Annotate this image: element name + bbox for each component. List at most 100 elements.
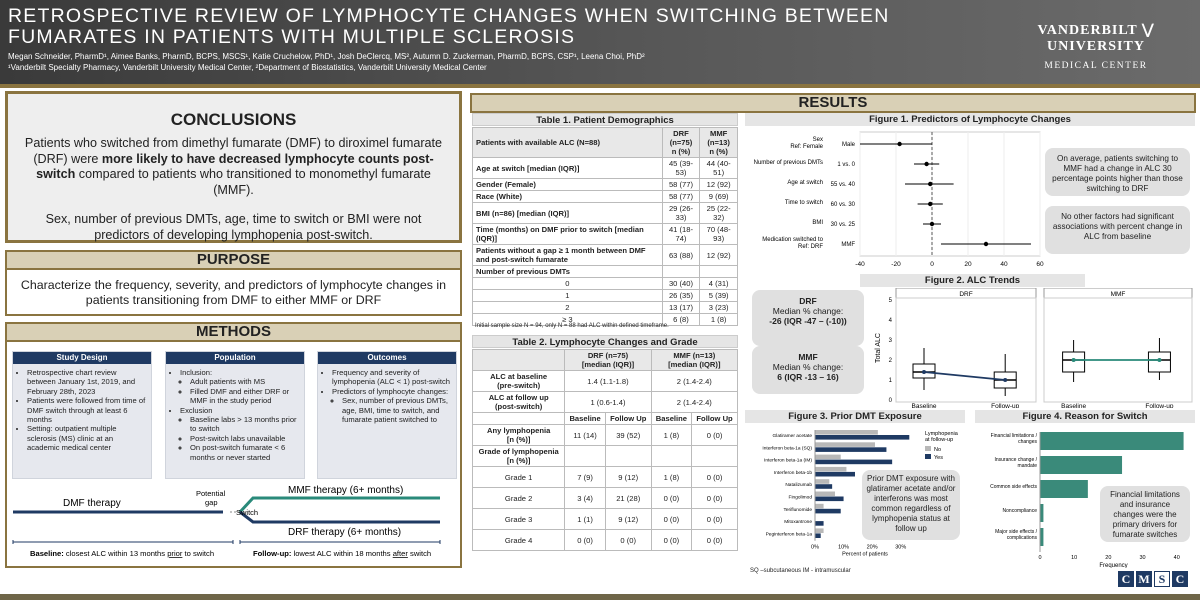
population-box: Population Inclusion: Adult patients wit… [165,351,305,479]
table-cell: 0 (0) [564,529,606,551]
row-label: BMI (n=86) [median (IQR)] [472,202,663,224]
table-cell: 11 (14) [564,424,606,446]
bar-no [815,454,841,460]
table-cell: 9 (69) [699,190,738,203]
table-cell: 58 (77) [661,190,701,203]
authors: Megan Schneider, PharmD¹, Aimee Banks, P… [8,52,645,61]
category-label: Interferon beta-1a (SQ) [762,445,812,451]
x-tick-label: Follow-up [1145,403,1174,408]
table-cell: 0 (0) [650,529,693,551]
bar-yes [815,496,844,502]
frequency-bar [1040,456,1123,474]
predictor-label: BMI [812,220,823,226]
row-label: Age at switch [median (IQR)] [472,157,663,179]
category-label: Common side effects [990,484,1037,490]
bar-yes [815,459,893,465]
inclusion-label: Inclusion: [180,368,213,377]
population-title: Population [166,352,304,364]
x-tick-label: 10% [838,545,849,551]
y-tick-label: 4 [889,318,893,324]
table-cell [699,265,738,278]
table1-footnote: Initial sample size N = 94, only N = 88 … [475,323,669,329]
level-label: 55 vs. 40 [831,182,856,188]
table-cell: 44 (40-51) [699,157,738,179]
followup-definition: Follow-up: lowest ALC within 18 months a… [253,549,431,558]
drf-label: Median % change: [772,306,844,316]
list-item: Sex, number of previous DMTs, age, BMI, … [342,396,452,424]
table-cell: 26 (35) [661,289,701,302]
table-cell: 1 (1) [564,508,606,530]
switch-label: Switch [236,508,258,517]
table-row: 2 13 (17) 3 (23) [472,301,738,314]
level-label: 30 vs. 25 [831,222,856,228]
gap-label: gap [205,498,218,507]
lymphocyte-table: DRF (n=75) [median (IQR)] MMF (n=13) [med… [471,349,739,551]
category-label: Interferon beta-1a (IM) [764,458,812,464]
x-tick-label: 20 [964,261,972,267]
table-cell: 1 (8) [650,424,693,446]
table-cell: 25 (22-32) [699,202,738,224]
purpose-heading: PURPOSE [5,250,462,270]
mmf-value: 6 (IQR -13 – 16) [777,372,839,382]
fig2-mmf-callout: MMF Median % change: 6 (IQR -13 – 16) [752,346,864,394]
legend-label: No [934,447,941,453]
table-cell: 13 (17) [661,301,701,314]
study-design-list: Retrospective chart review between Janua… [13,364,151,453]
row-label: ≥ 3 [472,313,663,326]
table-header-cell: DRF (n=75) [median (IQR)] [564,349,652,371]
exclusion-label: Exclusion [180,405,213,415]
poster-title: RETROSPECTIVE REVIEW OF LYMPHOCYTE CHANG… [8,5,890,48]
x-axis-label: Frequency [1099,563,1127,568]
category-label: Teriflunomide [783,507,812,513]
frequency-bar [1040,528,1044,546]
drf-value: -26 (IQR -47 – (-10)) [769,316,847,326]
fig4-title: Figure 4. Reason for Switch [975,410,1195,423]
category-label: Insurance change / [994,457,1037,463]
list-item: Filled DMF and either DRF or MMF in the … [190,387,300,406]
table-row: Time (months) on DMF prior to switch [me… [472,223,738,245]
logo-line2: MEDICAL CENTER [1044,61,1148,71]
predictor-label: Age at switch [787,180,823,186]
y-tick-label: 1 [889,378,893,384]
legend-swatch [925,454,931,459]
table-header-cell: Baseline [564,412,606,425]
x-tick-label: -20 [891,261,901,267]
list-item: Predictors of lymphocyte changes: Sex, n… [332,387,452,425]
header-divider [0,84,1200,88]
footer-bar [0,594,1200,600]
bar-no [815,528,824,533]
y-tick-label: 0 [889,398,893,404]
fig1-title: Figure 1. Predictors of Lymphocyte Chang… [745,113,1195,126]
estimate-point [928,201,933,207]
table-cell: 5 (39) [699,289,738,302]
table-cell: 3 (23) [699,301,738,314]
followup-text-end: switch [408,549,431,558]
table-row: BMI (n=86) [median (IQR)] 29 (26-33) 25 (2… [472,202,738,224]
cmsc-letter: S [1154,571,1170,587]
bar-yes [815,508,841,514]
table-header-cell: DRF (n=75) n (%) [661,127,701,158]
table-cell [661,265,701,278]
row-label: Any lymphopenia [n (%)] [471,424,566,446]
frequency-bar [1040,480,1088,498]
bar-yes [815,484,833,489]
table-cell: 0 (0) [650,487,693,509]
table-cell: 1 (0.6-1.4) [564,391,652,413]
trend-point [1157,358,1162,362]
trend-point [1003,378,1008,382]
table1-title: Table 1. Patient Demographics [472,113,738,126]
list-item: Patients were followed from time of DMF … [27,396,147,424]
table-header-row: Patients with available ALC (N=88) DRF (n… [472,127,738,158]
estimate-point [929,221,935,227]
logo-line1: VANDERBILT ⋁ UNIVERSITY [1037,23,1155,54]
baseline-underline: prior [167,549,183,558]
table-header-cell: MMF (n=13) n (%) [699,127,738,158]
trend-line [923,371,1006,381]
trend-point [1071,358,1076,362]
cmsc-letter: C [1118,571,1134,587]
row-label: Grade 4 [471,529,566,551]
baseline-definition: Baseline: closest ALC within 13 months p… [30,549,214,558]
